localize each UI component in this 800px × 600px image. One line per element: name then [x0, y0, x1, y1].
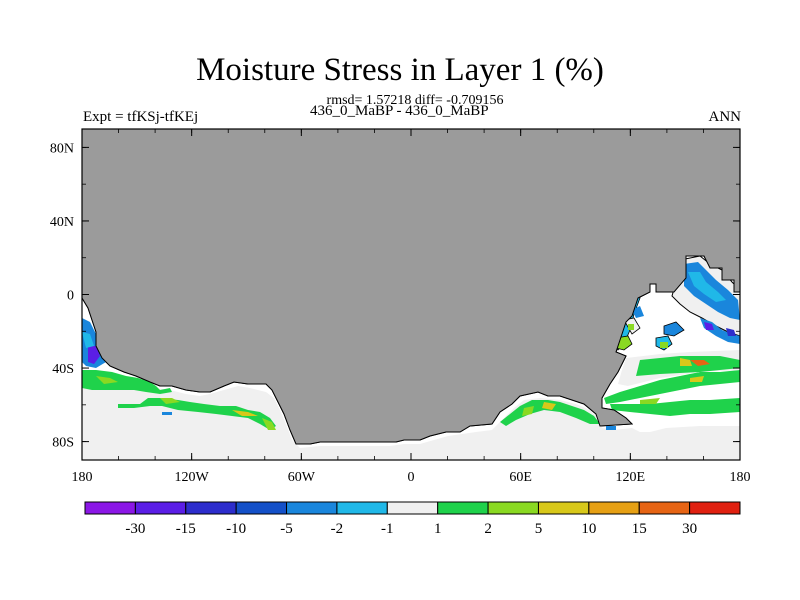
colorbar-label: 5	[535, 521, 543, 537]
colorbar-swatch	[134, 501, 187, 515]
y-tick-label: 0	[67, 289, 74, 304]
colorbar-swatch	[487, 501, 539, 515]
x-tick-label: 120W	[175, 470, 210, 485]
x-tick-label: 180	[730, 470, 751, 485]
y-tick-label: 80N	[50, 141, 74, 156]
case-label: 436_0_MaBP - 436_0_MaBP	[310, 103, 489, 119]
colorbar-label: 30	[682, 521, 697, 537]
y-tick-label: 40S	[52, 362, 74, 377]
axes: 180 120W 60W 0 60E 120E 180 80N 40N 0 40S 80S	[50, 129, 751, 485]
colorbar-swatch	[437, 501, 489, 515]
colorbar-swatch	[588, 501, 640, 515]
experiment-label: Expt = tfKSj-tfKEj	[83, 109, 199, 125]
colorbar-swatch	[235, 501, 288, 515]
plot-area	[82, 129, 740, 460]
colorbar-label: -30	[125, 521, 145, 537]
colorbar-label: -15	[176, 521, 196, 537]
southern-ocean-bands	[82, 350, 740, 460]
colorbar-label: 15	[632, 521, 647, 537]
season-label: ANN	[708, 109, 742, 125]
colorbar-swatch	[537, 501, 590, 515]
colorbar-swatch	[185, 501, 237, 515]
colorbar-label: 2	[484, 521, 492, 537]
colorbar-label: -2	[331, 521, 344, 537]
colorbar-label: -1	[381, 521, 394, 537]
x-tick-label: 0	[408, 470, 415, 485]
y-tick-label: 80S	[52, 436, 74, 451]
map-title: Moisture Stress in Layer 1 (%)	[196, 52, 604, 88]
x-tick-label: 120E	[616, 470, 646, 485]
x-tick-label: 60W	[288, 470, 316, 485]
colorbar-swatch	[84, 501, 136, 515]
colorbar-label: 10	[581, 521, 596, 537]
y-tick-label: 40N	[50, 215, 74, 230]
colorbar-label: -10	[226, 521, 246, 537]
colorbar-swatch	[336, 501, 388, 515]
colorbar-swatch	[386, 501, 439, 515]
colorbar-swatch	[689, 501, 741, 515]
colorbar-label: 1	[434, 521, 442, 537]
colorbar-swatch	[638, 501, 691, 515]
colorbar-swatch	[286, 501, 338, 515]
x-tick-label: 180	[72, 470, 93, 485]
colorbar: -30 -15 -10 -5 -2 -1 1 2 5 10 15 30	[84, 501, 741, 537]
colorbar-label: -5	[280, 521, 293, 537]
x-tick-label: 60E	[509, 470, 532, 485]
map-subtitle: rmsd= 1.57218 diff= -0.709156	[326, 93, 504, 108]
